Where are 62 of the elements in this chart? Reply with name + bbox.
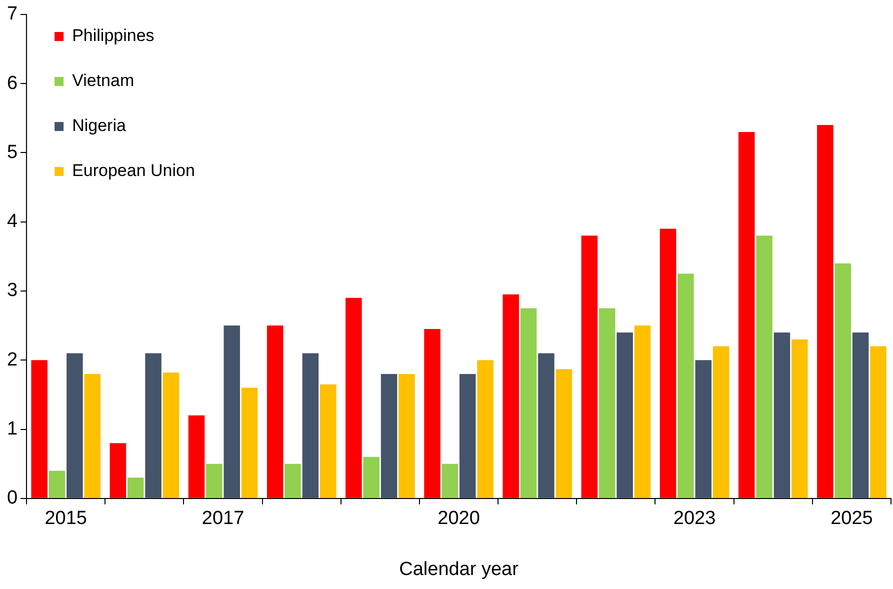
legend-label: Vietnam [72, 71, 134, 90]
bar [556, 369, 572, 498]
bar [284, 464, 301, 498]
bar [738, 132, 755, 498]
y-tick-label: 2 [6, 349, 18, 370]
bar [110, 443, 126, 498]
y-tick-label: 4 [6, 211, 18, 232]
bar [538, 353, 554, 498]
bar [870, 346, 886, 498]
bar [320, 384, 336, 498]
bar [346, 298, 362, 498]
bar [598, 308, 616, 498]
bar [442, 464, 458, 498]
legend-label: Nigeria [72, 116, 126, 136]
bar [712, 346, 730, 498]
x-tick-label: 2023 [673, 508, 716, 530]
y-tick-label: 7 [6, 4, 18, 25]
bar [224, 326, 240, 498]
bar [502, 294, 519, 498]
y-tick-label: 5 [6, 142, 18, 163]
bar [852, 332, 869, 498]
bar [477, 360, 494, 498]
bar [834, 263, 851, 498]
bar [756, 236, 772, 498]
bar [581, 236, 598, 498]
y-tick-label: 3 [6, 280, 18, 302]
bar [363, 456, 380, 498]
bar [616, 332, 633, 498]
bar [206, 464, 222, 498]
x-axis-title: Calendar year [399, 558, 520, 580]
bar [634, 326, 651, 498]
bar [127, 478, 144, 498]
bar [31, 360, 48, 498]
bar [520, 308, 537, 498]
x-tick-label: 2017 [202, 508, 244, 530]
bar [145, 353, 162, 498]
x-tick-label: 2020 [438, 508, 480, 530]
x-tick-label: 2015 [44, 508, 87, 530]
bar [188, 415, 205, 498]
bar [380, 374, 398, 498]
bar [678, 274, 694, 498]
bar [792, 339, 808, 498]
bar [774, 332, 790, 498]
bar [817, 125, 834, 498]
bar [459, 374, 476, 498]
bar [695, 360, 712, 498]
legend-label: Philippines [72, 26, 154, 46]
bar [84, 374, 101, 498]
bar [424, 329, 440, 498]
x-tick-label: 2025 [830, 508, 873, 530]
bar [398, 374, 415, 498]
y-tick-label: 0 [6, 488, 18, 509]
legend-label: European Union [72, 161, 195, 180]
bar [266, 326, 284, 498]
bar [660, 228, 676, 498]
y-tick-label: 6 [6, 72, 18, 94]
bar [48, 470, 66, 498]
bar [162, 372, 180, 498]
y-tick-label: 1 [6, 418, 18, 440]
bar [241, 388, 258, 498]
bar [302, 353, 319, 498]
bar [66, 353, 83, 498]
